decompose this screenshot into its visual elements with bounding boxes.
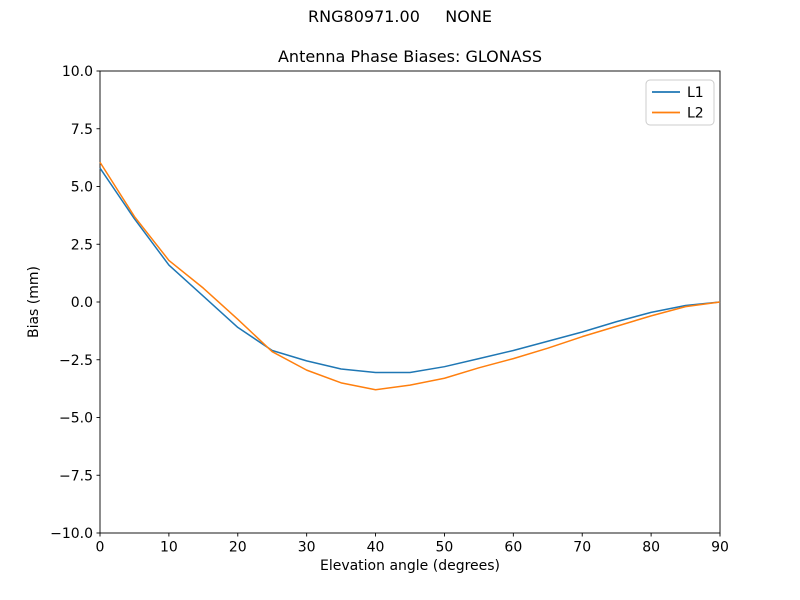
axes-frame <box>99 70 721 534</box>
y-tick-label: −2.5 <box>59 353 93 369</box>
figure-suptitle: RNG80971.00 NONE <box>308 7 492 26</box>
series-line-l1 <box>99 167 721 374</box>
x-tick-label: 40 <box>367 540 385 556</box>
x-tick-label: 80 <box>642 540 660 556</box>
y-tick-label: −5.0 <box>59 411 93 427</box>
legend-box <box>645 79 715 126</box>
x-tick-label: 0 <box>96 540 105 556</box>
y-tick-label: 5.0 <box>71 180 93 196</box>
series-line-l2 <box>99 161 721 391</box>
y-axis-label: Bias (mm) <box>26 265 42 339</box>
x-tick-label: 90 <box>711 540 729 556</box>
legend-label-l2: L2 <box>687 106 704 122</box>
x-tick-label: 60 <box>504 540 522 556</box>
y-tick-label: 2.5 <box>71 237 93 253</box>
y-tick-label: 10.0 <box>62 64 93 80</box>
y-tick-label: 0.0 <box>71 295 93 311</box>
x-tick-label: 30 <box>298 540 316 556</box>
y-tick-label: 7.5 <box>71 122 93 138</box>
x-tick-label: 20 <box>229 540 247 556</box>
legend-label-l1: L1 <box>687 85 704 101</box>
x-tick-label: 10 <box>160 540 178 556</box>
y-tick-label: −10.0 <box>50 526 93 542</box>
chart-title: Antenna Phase Biases: GLONASS <box>277 47 542 66</box>
x-tick-label: 50 <box>436 540 454 556</box>
y-tick-label: −7.5 <box>59 468 93 484</box>
x-axis-label: Elevation angle (degrees) <box>319 558 501 574</box>
x-tick-label: 70 <box>573 540 591 556</box>
